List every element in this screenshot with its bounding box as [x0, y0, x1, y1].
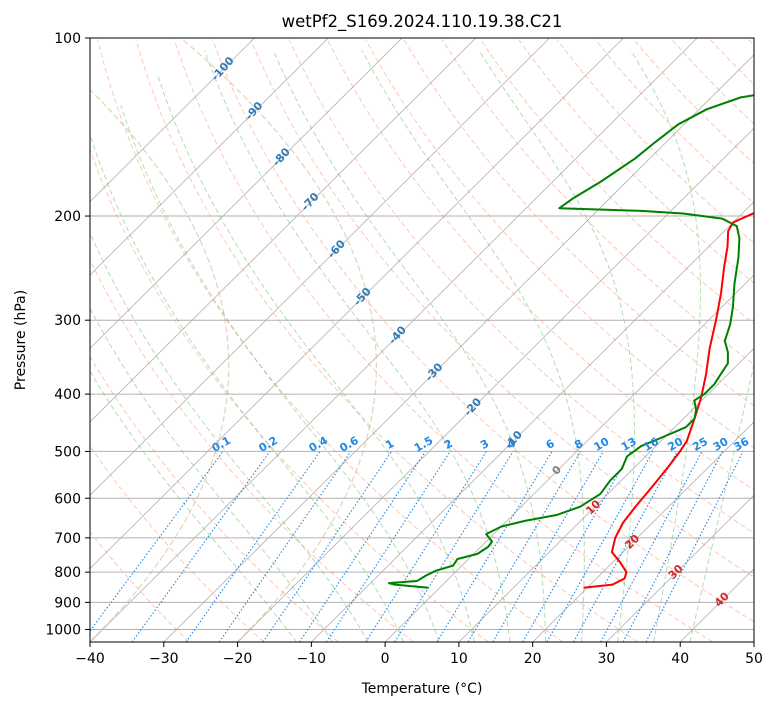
x-tick-label: 20 — [524, 651, 542, 667]
dry-adiabat-line — [441, 39, 754, 366]
plot-area: 0.1 0.2 0.4 0.6 1 1.5 2 3 4 6 8 10 13 16 20 25 30 36-100-… — [90, 38, 754, 642]
mixing-ratio-line — [365, 451, 487, 642]
mixing-ratio-line — [436, 451, 553, 642]
dry-adiabat-line — [173, 39, 713, 642]
dry-adiabat-line — [365, 39, 754, 449]
isotherm-line — [458, 347, 754, 642]
mixing-ratio-line — [622, 451, 723, 642]
mixing-ratio-line — [90, 451, 224, 632]
y-axis-title: Pressure (hPa) — [13, 290, 29, 390]
dry-adiabat-line — [90, 258, 414, 642]
mixing-ratio-line — [394, 451, 514, 642]
isotherm-line — [90, 38, 403, 349]
moist-adiabat-line — [90, 133, 405, 642]
profile-lines — [387, 94, 754, 589]
dry-adiabat-line — [250, 39, 754, 578]
isotherm-line — [606, 494, 754, 642]
isotherm-line — [90, 38, 255, 203]
moist-adiabat-line — [689, 362, 754, 642]
mixing-ratio-line — [573, 451, 678, 642]
y-tick-label: 900 — [54, 595, 81, 611]
isotherm-line — [237, 127, 754, 642]
y-axis: 100 200 300 400 500 600 700 800 900 1000 — [45, 31, 90, 638]
dry-adiabat-line — [90, 148, 489, 642]
isotherm-line — [90, 38, 550, 496]
mixing-ratio-line — [185, 451, 321, 642]
dry-adiabat-line — [518, 39, 754, 284]
x-tick-label: −20 — [223, 651, 253, 667]
y-tick-label: 700 — [54, 531, 81, 547]
mixing-ratio-line — [218, 451, 352, 642]
mixing-ratio-line — [546, 451, 654, 642]
mixing-ratio-line — [600, 451, 703, 642]
isotherm-line — [90, 38, 329, 276]
y-tick-label: 500 — [54, 444, 81, 460]
moist-adiabat-line — [156, 73, 475, 642]
x-tick-label: −30 — [149, 651, 179, 667]
isotherm-line — [90, 38, 624, 570]
moist-adiabat-line — [90, 307, 333, 642]
x-axis: −40 −30 −20 −10 0 10 20 30 40 50 — [75, 642, 763, 667]
isotherm-line — [163, 54, 754, 642]
y-tick-label: 600 — [54, 491, 81, 507]
dry-adiabat-line — [135, 39, 639, 642]
plot-frame — [89, 37, 755, 643]
y-tick-label: 800 — [54, 565, 81, 581]
dry-adiabat-line — [288, 39, 754, 534]
y-tick-label: 1000 — [45, 622, 81, 638]
isotherm-line — [532, 421, 754, 642]
dry-adiabat-line — [90, 355, 339, 642]
mixing-ratio-line — [131, 451, 271, 642]
temperature-profile-line — [583, 212, 754, 589]
moist-adiabat-line — [361, 50, 585, 642]
chart-title: wetPf2_S169.2024.110.19.38.C21 — [282, 12, 563, 32]
moist-adiabat-line — [204, 50, 511, 642]
x-tick-label: 40 — [671, 651, 689, 667]
curved-isotherm-line — [90, 88, 230, 642]
x-tick-label: −40 — [75, 651, 105, 667]
x-tick-label: 30 — [598, 651, 616, 667]
isotherm-line — [90, 38, 698, 642]
dry-adiabat-line — [212, 39, 754, 623]
x-tick-label: 10 — [450, 651, 468, 667]
dry-adiabat-line — [594, 39, 754, 204]
mixing-ratio-line — [325, 451, 451, 642]
moist-adiabat-line — [630, 50, 701, 642]
y-tick-label: 100 — [54, 31, 81, 47]
y-tick-label: 300 — [54, 313, 81, 329]
mixing-ratio-line — [522, 451, 632, 642]
moist-adiabat-line — [120, 105, 440, 642]
dry-adiabat-line — [403, 39, 754, 407]
background-lines — [90, 38, 754, 642]
y-tick-label: 400 — [54, 387, 81, 403]
dry-adiabat-line — [480, 39, 754, 325]
x-axis-title: Temperature (°C) — [361, 681, 483, 697]
moist-adiabat-line — [272, 50, 547, 642]
isotherm-line — [90, 38, 477, 423]
curved-isotherm-line — [182, 39, 377, 642]
x-tick-label: −10 — [297, 651, 327, 667]
dry-adiabat-line — [326, 39, 754, 491]
y-tick-label: 200 — [54, 209, 81, 225]
dewpoint-profile-line — [387, 94, 754, 589]
x-tick-label: 50 — [745, 651, 763, 667]
mixing-ratio-line — [299, 451, 426, 642]
mixing-ratio-line — [645, 451, 744, 642]
isotherm-line — [384, 274, 754, 642]
x-tick-label: 0 — [381, 651, 390, 667]
dry-adiabat-line — [633, 39, 754, 165]
